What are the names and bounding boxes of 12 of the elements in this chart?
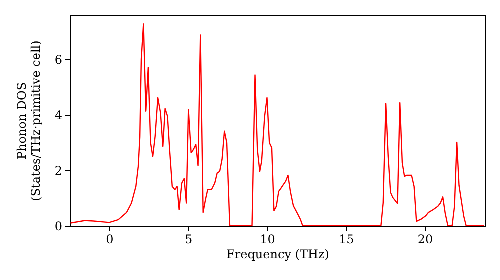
line-series — [70, 24, 485, 226]
x-tick-label: 20 — [418, 232, 434, 246]
x-axis-title: Frequency (THz) — [226, 248, 330, 262]
x-tick-label: 5 — [185, 232, 193, 246]
x-tick-label: 0 — [106, 232, 114, 246]
y-tick-label: 6 — [54, 52, 62, 67]
y-tick-label: 0 — [54, 220, 62, 234]
y-tick-label: 2 — [54, 164, 62, 178]
x-tick-label: 10 — [260, 232, 276, 246]
x-tick-label: 15 — [339, 232, 354, 246]
y-tick-label: 4 — [54, 108, 63, 122]
y-axis-title: Phonon DOS (States/THz·primitive cell) — [14, 40, 43, 202]
